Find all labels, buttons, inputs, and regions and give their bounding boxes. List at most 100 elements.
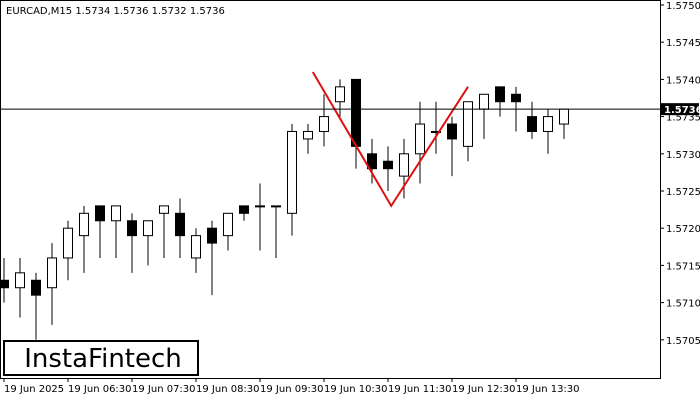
plot-frame [0,0,661,379]
candle [15,257,25,318]
candle-body-bear [207,227,217,244]
candle [335,79,345,117]
candle [351,78,361,169]
candle-body-bear [527,116,537,132]
candle [431,101,441,154]
candle-body-bull [431,130,441,133]
candle [415,101,425,184]
x-axis: 19 Jun 2025 19 Jun 06:30 19 Jun 07:30 19 Ju… [3,378,580,395]
y-tick-label: 1.5705 [666,336,700,347]
candle [31,272,41,340]
candle-body-bear [511,93,521,103]
x-tick-label: 19 Jun 08:30 [196,384,260,395]
x-tick-label: 19 Jun 2025 [4,384,64,395]
candle [383,146,393,191]
candle [79,205,89,273]
candle-body-bear [127,220,137,237]
candle [255,183,265,251]
candle [127,213,137,273]
candle-body-bull [399,153,409,177]
candle [527,101,537,139]
candle-body-bear [95,205,105,222]
candle-body-bear [175,212,185,237]
candle-body-bull [47,257,57,289]
candle-body-bear [239,205,249,214]
candle-body-bull [479,93,489,110]
candle [0,257,9,303]
candle-body-bull [255,205,265,208]
candle-body-bear [367,153,377,170]
y-tick-label: 1.5735 [666,113,700,124]
y-tick-label: 1.5730 [666,150,700,161]
candle [111,205,121,258]
candle [367,138,377,184]
y-tick-label: 1.5720 [666,224,700,235]
x-tick-label: 19 Jun 06:30 [68,384,132,395]
candle-body-bull [223,212,233,237]
candle [447,116,457,177]
brand-logo: InstaFintech [3,340,199,376]
candle [559,108,569,139]
x-tick-label: 19 Jun 12:30 [452,384,516,395]
y-tick-label: 1.5715 [666,261,700,272]
candle-body-bull [335,86,345,103]
price-badge [661,103,699,116]
candle [175,198,185,258]
candle [207,220,217,296]
current-price: 1.5736 [0,103,700,116]
candle [95,205,105,258]
candle-body-bear [383,160,393,170]
y-tick-label: 1.5750 [666,1,700,12]
candle-body-bull [143,220,153,237]
candle [239,205,249,221]
y-tick-label: 1.5745 [666,38,700,49]
candle-body-bull [79,212,89,237]
candle-body-bull [559,108,569,125]
candle-body-bear [0,279,9,289]
y-tick-label: 1.5725 [666,187,700,198]
candle-body-bear [351,78,361,147]
candle-body-bull [111,205,121,222]
candle-body-bull [303,130,313,140]
x-tick-label: 19 Jun 13:30 [516,384,580,395]
candle [303,124,313,154]
candle [223,212,233,251]
candle [543,109,553,154]
candle [47,243,57,325]
candle-body-bull [319,116,329,132]
candle [191,228,201,273]
candle [479,93,489,139]
candle-body-bull [463,101,473,147]
x-tick-label: 19 Jun 10:30 [324,384,388,395]
candle [271,205,281,258]
candle-body-bull [271,205,281,208]
candle-body-bull [287,130,297,214]
y-axis: 1.5705 1.5710 1.5715 1.5720 1.5725 1.5730 1.57… [660,1,700,347]
candle [287,124,297,236]
x-tick-label: 19 Jun 07:30 [132,384,196,395]
price-badge-label: 1.5736 [664,105,700,116]
chart-title: EURCAD,M15 1.5734 1.5736 1.5732 1.5736 [6,6,225,17]
y-tick-label: 1.5710 [666,299,700,310]
x-tick-label: 19 Jun 11:30 [388,384,452,395]
candle [399,138,409,199]
candle-body-bear [447,123,457,140]
candle-body-bull [191,235,201,259]
candle [143,220,153,266]
candle [63,220,73,281]
candle [495,86,505,117]
pattern-line [311,71,469,208]
candle-body-bull [159,205,169,214]
candle-body-bull [63,227,73,259]
brand-logo-text: InstaFintech [24,344,182,374]
candle-body-bear [495,86,505,103]
candle [463,101,473,162]
candle [159,205,169,258]
x-tick-label: 19 Jun 09:30 [260,384,324,395]
y-tick-label: 1.5740 [666,75,700,86]
candle-body-bull [415,123,425,155]
candle [319,94,329,147]
candle-body-bull [15,272,25,289]
candle-body-bull [543,116,553,132]
